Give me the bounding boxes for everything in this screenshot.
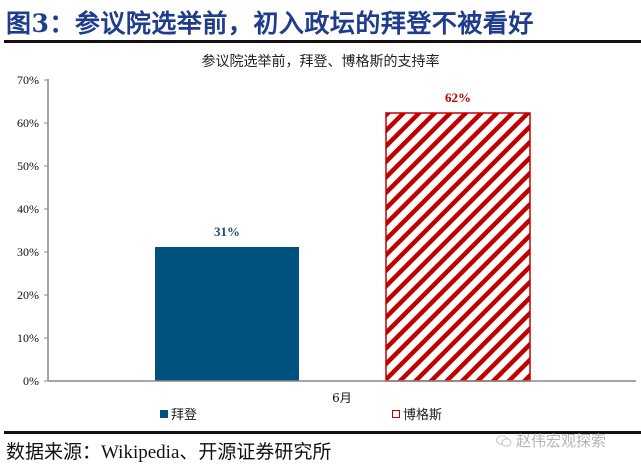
y-ticks [44,79,48,382]
legend-item-boggs: 博格斯 [392,404,442,423]
y-tick-label: 50% [17,159,39,173]
source-note: 数据来源：Wikipedia、开源证券研究所 [6,442,332,463]
y-tick-label: 60% [17,116,39,130]
y-tick-label: 70% [17,73,39,87]
wechat-icon [496,434,512,447]
source-divider [4,431,641,434]
chart-title: 参议院选举前，拜登、博格斯的支持率 [201,54,440,70]
title-divider [4,40,641,43]
watermark: 赵伟宏观探索 [496,430,606,451]
legend-label: 博格斯 [403,408,443,423]
legend-swatch-solid-icon [160,409,168,418]
y-tick-label: 40% [17,202,39,216]
figure-title: 图3：参议院选举前，初入政坛的拜登不被看好 [6,9,534,38]
legend-item-biden: 拜登 [160,404,197,423]
bar-biden [155,247,299,381]
bar-label-boggs: 62% [445,90,471,105]
y-tick-label: 10% [17,331,39,345]
y-tick-label: 30% [17,245,39,259]
bar-boggs [385,112,531,382]
bar-label-biden: 31% [214,224,240,239]
y-tick-label: 20% [17,288,39,302]
y-tick-labels: 0% 10% 20% 30% 40% 50% 60% 70% [17,73,39,388]
y-tick-label: 0% [23,374,39,388]
legend-swatch-hatch-icon [392,409,400,418]
x-category-label: 6月 [332,391,352,405]
watermark-text: 赵伟宏观探索 [516,432,607,450]
legend-label: 拜登 [171,408,198,423]
